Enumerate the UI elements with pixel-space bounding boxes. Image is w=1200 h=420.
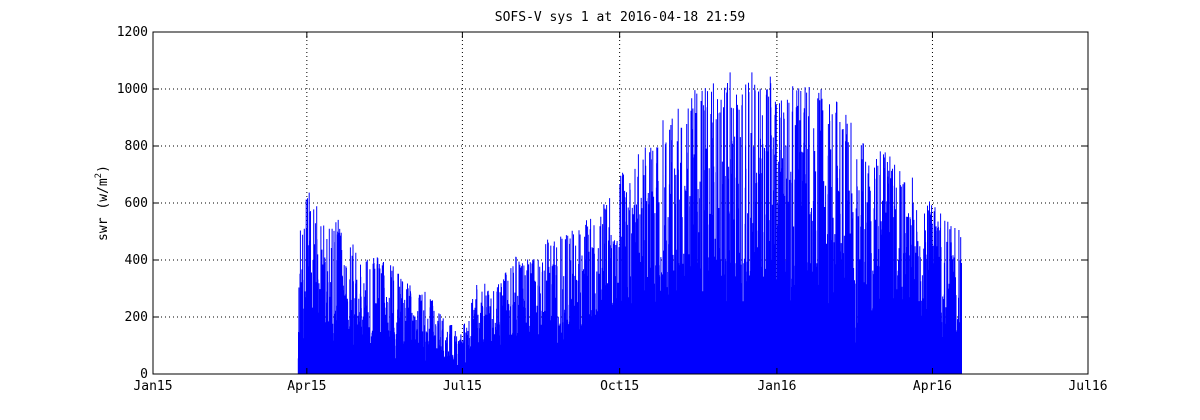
y-tick-label: 800: [125, 139, 148, 154]
y-tick-label: 1000: [117, 82, 148, 97]
x-tick-label: Apr16: [913, 379, 952, 394]
y-tick-label: 400: [125, 253, 148, 268]
series-base-band: [298, 368, 962, 374]
y-axis-ticks: 0 200 400 600 800 1000 1200: [117, 25, 1088, 382]
y-axis-label: swr (w/m2): [94, 165, 111, 241]
series-line-swr: [297, 72, 962, 374]
chart-title: SOFS-V sys 1 at 2016-04-18 21:59: [495, 10, 745, 25]
series-swr: [297, 72, 962, 374]
y-tick-label: 1200: [117, 25, 148, 40]
y-tick-label: 0: [140, 367, 148, 382]
y-tick-label: 600: [125, 196, 148, 211]
x-axis-ticks: Jan15 Apr15 Jul15 Oct15 Jan16 Apr16 Jul16: [133, 32, 1108, 394]
x-tick-label: Jul15: [443, 379, 482, 394]
x-tick-label: Apr15: [287, 379, 326, 394]
y-tick-label: 200: [125, 310, 148, 325]
x-tick-label: Jan16: [757, 379, 796, 394]
x-tick-label: Oct15: [600, 379, 639, 394]
x-tick-label: Jul16: [1068, 379, 1107, 394]
x-tick-label: Jan15: [133, 379, 172, 394]
